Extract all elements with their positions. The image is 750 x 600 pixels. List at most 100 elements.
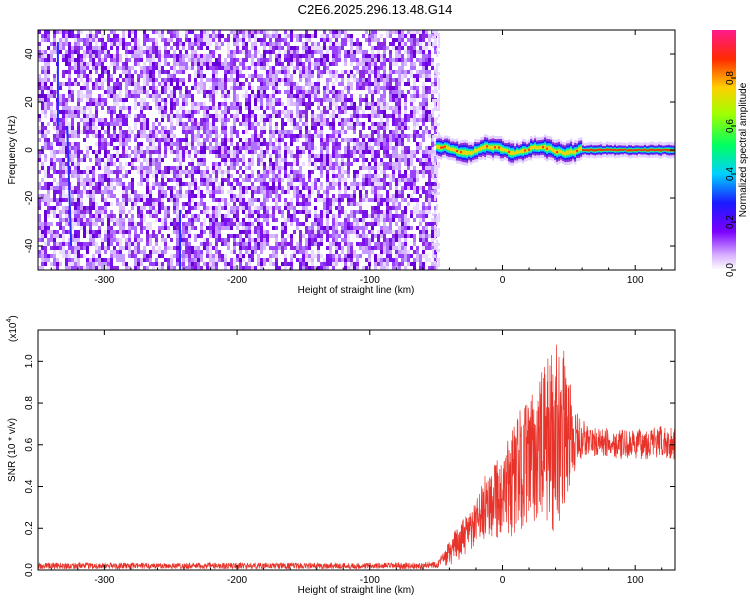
spectrogram-cell xyxy=(218,54,221,58)
spectrogram-cell xyxy=(404,266,407,270)
spectrogram-cell xyxy=(155,146,158,150)
spectrogram-cell xyxy=(251,214,254,218)
spectrogram-cell xyxy=(323,86,326,90)
spectrogram-cell xyxy=(239,242,242,246)
spectrogram-cell xyxy=(419,162,422,166)
spectrogram-cell xyxy=(389,58,392,62)
spectrogram-cell xyxy=(341,102,344,106)
spectrogram-cell xyxy=(80,46,83,50)
spectrogram-cell xyxy=(47,254,50,258)
spectrogram-cell xyxy=(143,214,146,222)
spectrogram-cell xyxy=(134,222,137,226)
spectrogram-cell xyxy=(227,226,230,230)
spectrogram-cell xyxy=(362,174,365,178)
spectrogram-cell xyxy=(149,38,152,42)
spectrogram-cell xyxy=(71,82,74,86)
spectrogram-cell xyxy=(47,74,50,78)
spectrogram-cell xyxy=(185,138,188,142)
spectrogram-cell xyxy=(230,206,233,210)
spectrogram-cell xyxy=(308,246,311,250)
spectrogram-cell xyxy=(125,242,128,246)
spectrogram-cell xyxy=(137,62,140,66)
spectrogram-cell xyxy=(368,166,371,170)
spectrogram-cell xyxy=(140,210,143,214)
spectrogram-cell xyxy=(224,74,227,78)
spectrogram-cell xyxy=(314,198,317,202)
spectrogram-cell xyxy=(284,34,287,38)
spectrogram-cell xyxy=(248,178,251,182)
spectrogram-cell xyxy=(176,262,179,266)
spectrogram-cell xyxy=(122,234,125,238)
spectrogram-cell xyxy=(341,158,344,162)
spectrogram-cell xyxy=(314,86,317,90)
spectrogram-cell xyxy=(128,182,131,186)
spectrogram-cell xyxy=(314,182,317,186)
spectrogram-cell xyxy=(335,222,338,230)
spectrogram-cell xyxy=(209,114,212,118)
spectrogram-cell xyxy=(350,182,353,186)
spectrogram-cell xyxy=(200,66,203,70)
spectrogram-cell xyxy=(344,54,347,58)
spectrogram-cell xyxy=(170,66,173,70)
spectrogram-cell xyxy=(44,94,47,98)
spectrogram-cell xyxy=(341,206,344,214)
spectrogram-cell xyxy=(182,182,185,186)
spectrogram-cell xyxy=(44,258,47,262)
spectrogram-cell xyxy=(350,266,353,270)
spectrogram-cell xyxy=(299,146,302,150)
spectrogram-cell xyxy=(80,158,83,162)
spectrogram-cell xyxy=(74,218,77,222)
spectrogram-cell xyxy=(77,30,80,34)
spectrogram-cell xyxy=(371,174,374,178)
spectrogram-cell xyxy=(104,90,107,94)
spectrogram-cell xyxy=(296,186,299,190)
spectrogram-cell xyxy=(95,46,98,50)
spectrogram-cell xyxy=(152,230,155,238)
spectrogram-cell xyxy=(392,46,395,50)
spectrogram-cell xyxy=(338,114,341,122)
spectrogram-cell xyxy=(260,202,263,206)
spectrogram-cell xyxy=(206,42,209,46)
spectrogram-cell xyxy=(350,154,353,158)
spectrogram-cell xyxy=(191,122,194,126)
spectrogram-cell xyxy=(323,190,326,194)
spectrogram-cell xyxy=(413,66,416,70)
spectrogram-cell xyxy=(254,62,257,66)
spectrogram-cell xyxy=(185,150,188,154)
spectrogram-cell xyxy=(392,114,395,118)
spectrogram-cell xyxy=(161,238,164,242)
spectrogram-cell xyxy=(236,38,239,42)
spectrogram-cell xyxy=(287,218,290,222)
spectrogram-cell xyxy=(185,30,188,34)
spectrogram-cell xyxy=(110,94,113,98)
spectrogram-cell xyxy=(386,162,389,170)
spectrogram-cell xyxy=(236,226,239,230)
spectrogram-cell xyxy=(122,190,125,194)
spectrogram-cell xyxy=(230,182,233,186)
spectrogram-cell xyxy=(254,198,257,202)
spectrogram-cell xyxy=(218,42,221,46)
spectrogram-cell xyxy=(335,174,338,178)
spectrogram-cell xyxy=(257,62,260,66)
spectrogram-cell xyxy=(62,70,65,78)
spectrogram-cell xyxy=(275,202,278,206)
spectrogram-cell xyxy=(224,266,227,270)
spectrogram-cell xyxy=(233,214,236,218)
spectrogram-cell xyxy=(332,122,335,126)
spectrogram-cell xyxy=(257,74,260,78)
spectrogram-cell xyxy=(125,62,128,66)
spectrogram-cell xyxy=(422,250,425,254)
spectrogram-cell xyxy=(59,138,62,142)
spectrogram-cell xyxy=(302,198,305,202)
spectrogram-cell xyxy=(218,258,221,262)
spectrogram-cell xyxy=(167,166,170,174)
spectrogram-cell xyxy=(56,190,59,194)
spectrogram-cell xyxy=(185,174,188,178)
spectrogram-cell xyxy=(74,42,77,46)
spectrogram-cell xyxy=(53,158,56,162)
spectrogram-cell xyxy=(395,126,398,134)
spectrogram-cell xyxy=(341,30,344,34)
spectrogram-cell xyxy=(146,182,149,186)
spectrogram-cell xyxy=(59,210,62,218)
spectrogram-cell xyxy=(263,174,266,182)
